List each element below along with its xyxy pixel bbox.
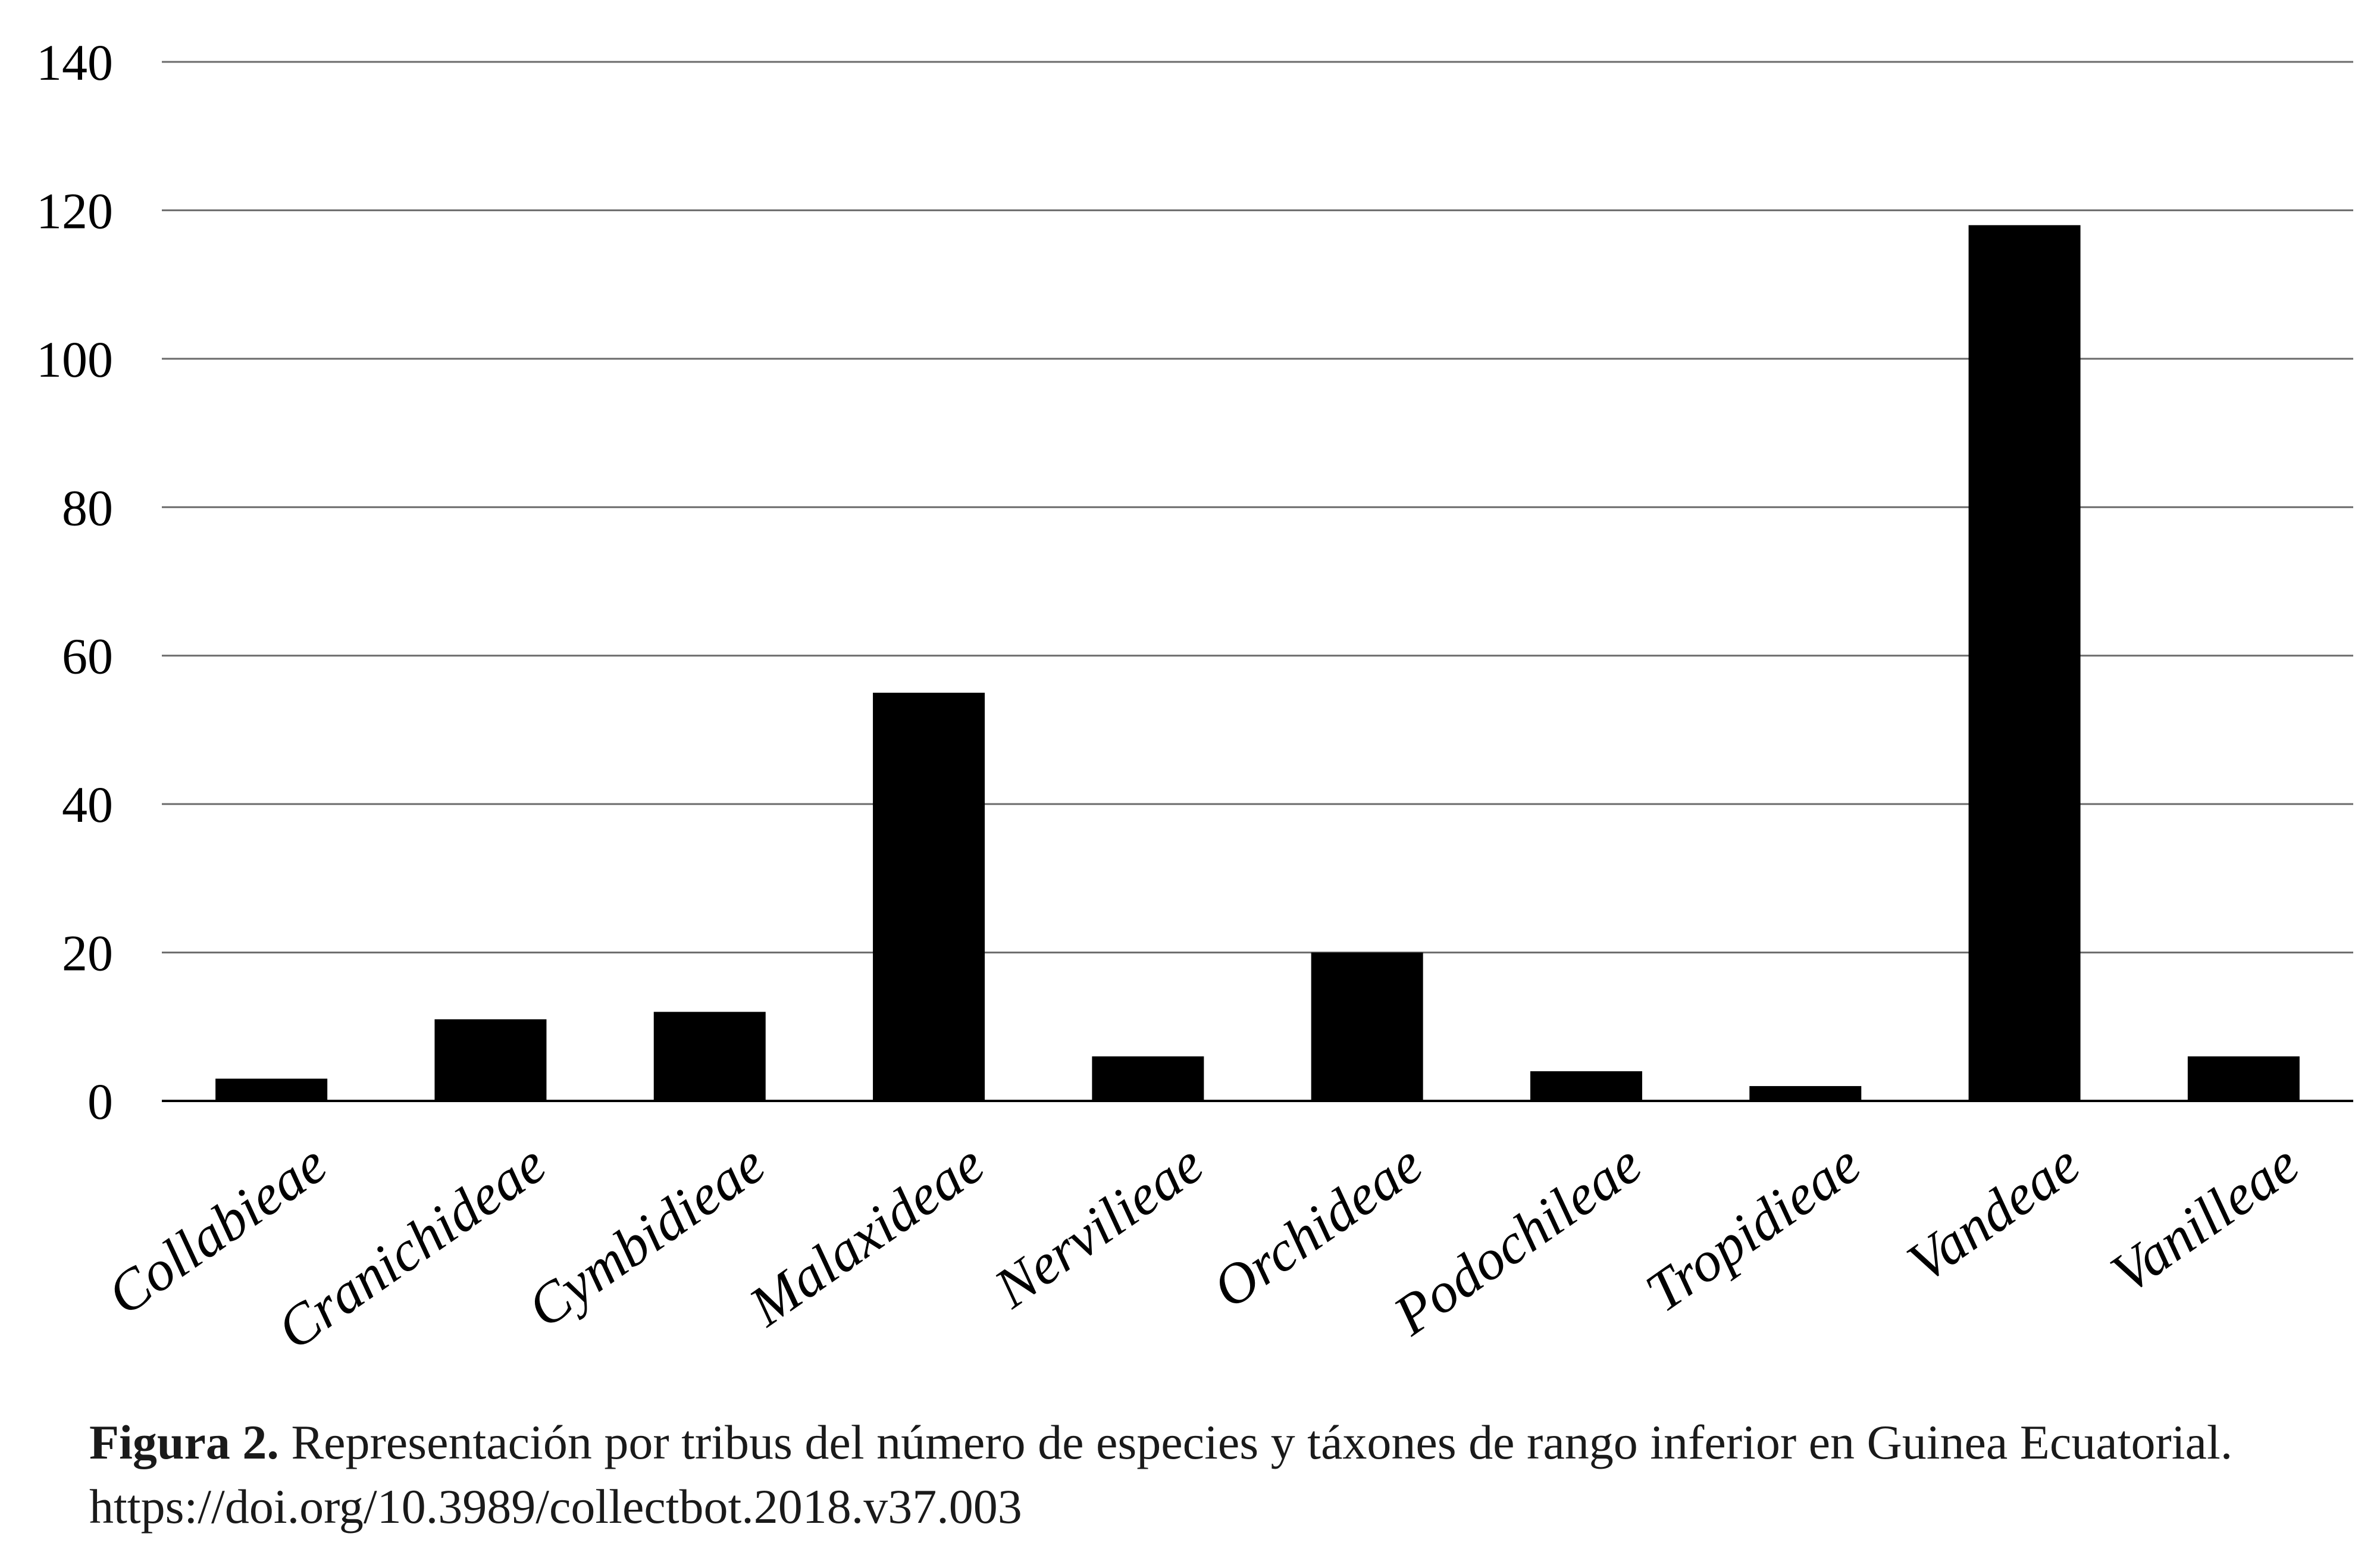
x-category-label: Cymbidieae [516, 1131, 776, 1340]
x-category-label: Podochileae [1382, 1131, 1652, 1347]
bar-malaxideae [873, 693, 985, 1101]
x-category-label: Malaxideae [737, 1131, 995, 1339]
bar-podochileae [1530, 1071, 1642, 1101]
bar-nervilieae [1092, 1056, 1204, 1101]
x-category-label: Vandeae [1896, 1131, 2091, 1294]
bar-orchideae [1311, 952, 1423, 1101]
x-category-label: Tropidieae [1634, 1131, 1872, 1324]
bar-cranichideae [434, 1019, 547, 1101]
figure-number: Figura 2. [89, 1415, 279, 1469]
y-tick-label: 140 [36, 34, 113, 91]
x-category-label: Vanilleae [2099, 1131, 2310, 1306]
bar-collabieae [215, 1078, 328, 1101]
y-tick-label: 80 [62, 479, 113, 536]
bar-vandeae [1968, 225, 2081, 1101]
doi-link[interactable]: https://doi.org/10.3989/collectbot.2018.… [89, 1479, 1022, 1534]
bar-vanilleae [2187, 1056, 2300, 1101]
y-tick-label: 120 [36, 182, 113, 239]
bars [215, 225, 2300, 1101]
gridlines [162, 61, 2353, 954]
y-tick-label: 60 [62, 628, 113, 685]
bar-chart: 0 20 40 60 80 100 120 140 CollabieaeCranichidea… [36, 34, 2353, 1362]
x-axis-category-labels: CollabieaeCranichideaeCymbidieaeMalaxide… [96, 1131, 2310, 1362]
figure-caption: Figura 2. Representación por tribus del … [89, 1410, 2320, 1539]
y-axis-ticks: 0 20 40 60 80 100 120 140 [36, 34, 113, 1130]
x-category-label: Nervilieae [982, 1131, 1214, 1321]
y-tick-label: 0 [87, 1073, 113, 1130]
bar-cymbidieae [653, 1012, 766, 1101]
y-tick-label: 100 [36, 331, 113, 388]
caption-text: Representación por tribus del número de … [278, 1415, 2233, 1469]
bar-tropidieae [1749, 1086, 1862, 1101]
y-tick-label: 20 [62, 925, 113, 982]
y-tick-label: 40 [62, 776, 113, 833]
